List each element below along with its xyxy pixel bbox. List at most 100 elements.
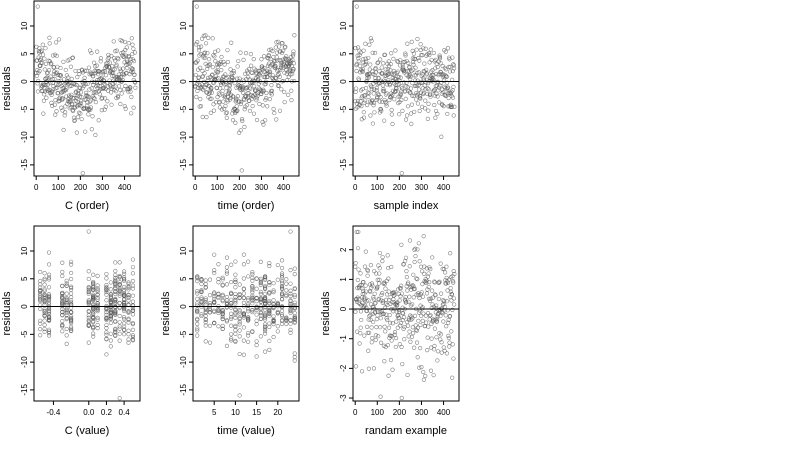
- data-point: [444, 264, 449, 269]
- data-point: [96, 118, 101, 123]
- data-point: [354, 4, 359, 9]
- data-point: [374, 88, 379, 93]
- data-point: [445, 46, 451, 51]
- data-point: [292, 320, 297, 325]
- data-point: [386, 289, 391, 294]
- data-point: [229, 316, 234, 321]
- data-point: [386, 276, 391, 281]
- data-point: [420, 91, 426, 97]
- data-point: [246, 333, 251, 338]
- data-point: [55, 72, 60, 78]
- data-point: [358, 309, 364, 314]
- data-point: [75, 100, 80, 105]
- data-point: [86, 300, 91, 306]
- data-point: [438, 61, 443, 66]
- data-point: [241, 276, 246, 281]
- data-point: [225, 59, 230, 65]
- data-point: [405, 320, 410, 325]
- data-point: [403, 117, 409, 122]
- data-point: [91, 331, 96, 336]
- data-point: [46, 88, 51, 93]
- data-point: [53, 112, 58, 117]
- data-point: [390, 121, 395, 127]
- data-point: [38, 327, 43, 332]
- data-point: [416, 56, 421, 61]
- data-point: [229, 305, 234, 310]
- data-point: [63, 88, 69, 93]
- data-point: [80, 171, 85, 176]
- data-point: [450, 279, 456, 284]
- data-point: [278, 67, 283, 73]
- data-point: [385, 343, 390, 348]
- data-point: [374, 325, 379, 330]
- data-point: [267, 96, 272, 102]
- data-point: [361, 48, 366, 53]
- y-tick-label: -15: [20, 384, 29, 396]
- data-point: [369, 285, 374, 290]
- data-point: [378, 325, 383, 330]
- data-point: [288, 310, 293, 315]
- y-tick-label: 0: [179, 304, 188, 309]
- data-points: [195, 229, 297, 398]
- data-point: [428, 94, 433, 99]
- data-point: [267, 301, 272, 306]
- data-point: [365, 102, 370, 108]
- data-point: [230, 117, 236, 123]
- data-point: [433, 57, 438, 62]
- y-tick-label: -5: [20, 330, 29, 338]
- data-point: [438, 313, 443, 319]
- data-point: [267, 338, 272, 343]
- data-point: [279, 265, 285, 271]
- data-point: [60, 269, 65, 275]
- data-point: [42, 294, 47, 299]
- data-point: [113, 279, 118, 284]
- data-point: [421, 46, 426, 51]
- data-point: [59, 97, 65, 102]
- data-point: [78, 111, 83, 116]
- data-point: [280, 40, 285, 46]
- data-point: [383, 286, 388, 291]
- data-point: [117, 338, 122, 343]
- data-point: [68, 270, 74, 276]
- data-point: [35, 67, 40, 73]
- data-point: [448, 251, 453, 256]
- data-point: [220, 309, 225, 314]
- data-point: [416, 87, 422, 92]
- y-tick-label: 5: [20, 276, 29, 281]
- data-point: [88, 107, 93, 112]
- data-point: [38, 318, 43, 323]
- data-point: [104, 271, 109, 277]
- data-point: [104, 317, 109, 323]
- data-point: [368, 289, 373, 294]
- data-point: [262, 295, 268, 301]
- data-point: [426, 324, 431, 329]
- data-point: [378, 78, 384, 83]
- data-point: [288, 327, 293, 332]
- data-point: [198, 104, 204, 109]
- data-point: [406, 317, 412, 323]
- data-point: [446, 64, 451, 70]
- data-point: [64, 301, 69, 306]
- data-point: [99, 108, 104, 113]
- data-point: [250, 298, 255, 303]
- data-point: [85, 100, 90, 105]
- data-point: [361, 110, 366, 115]
- data-point: [224, 294, 230, 300]
- data-point: [52, 102, 57, 107]
- data-point: [262, 283, 268, 289]
- data-point: [400, 362, 405, 367]
- data-point: [68, 285, 74, 291]
- data-point: [121, 276, 127, 282]
- data-point: [422, 271, 427, 276]
- plot-frame: [352, 0, 460, 177]
- data-point: [375, 61, 380, 66]
- data-point: [368, 113, 373, 118]
- data-point: [282, 100, 287, 105]
- data-point: [105, 99, 110, 104]
- data-point: [262, 65, 267, 71]
- data-point: [415, 247, 420, 252]
- data-point: [426, 51, 432, 56]
- data-point: [403, 295, 408, 300]
- data-point: [234, 104, 239, 109]
- data-point: [126, 309, 131, 314]
